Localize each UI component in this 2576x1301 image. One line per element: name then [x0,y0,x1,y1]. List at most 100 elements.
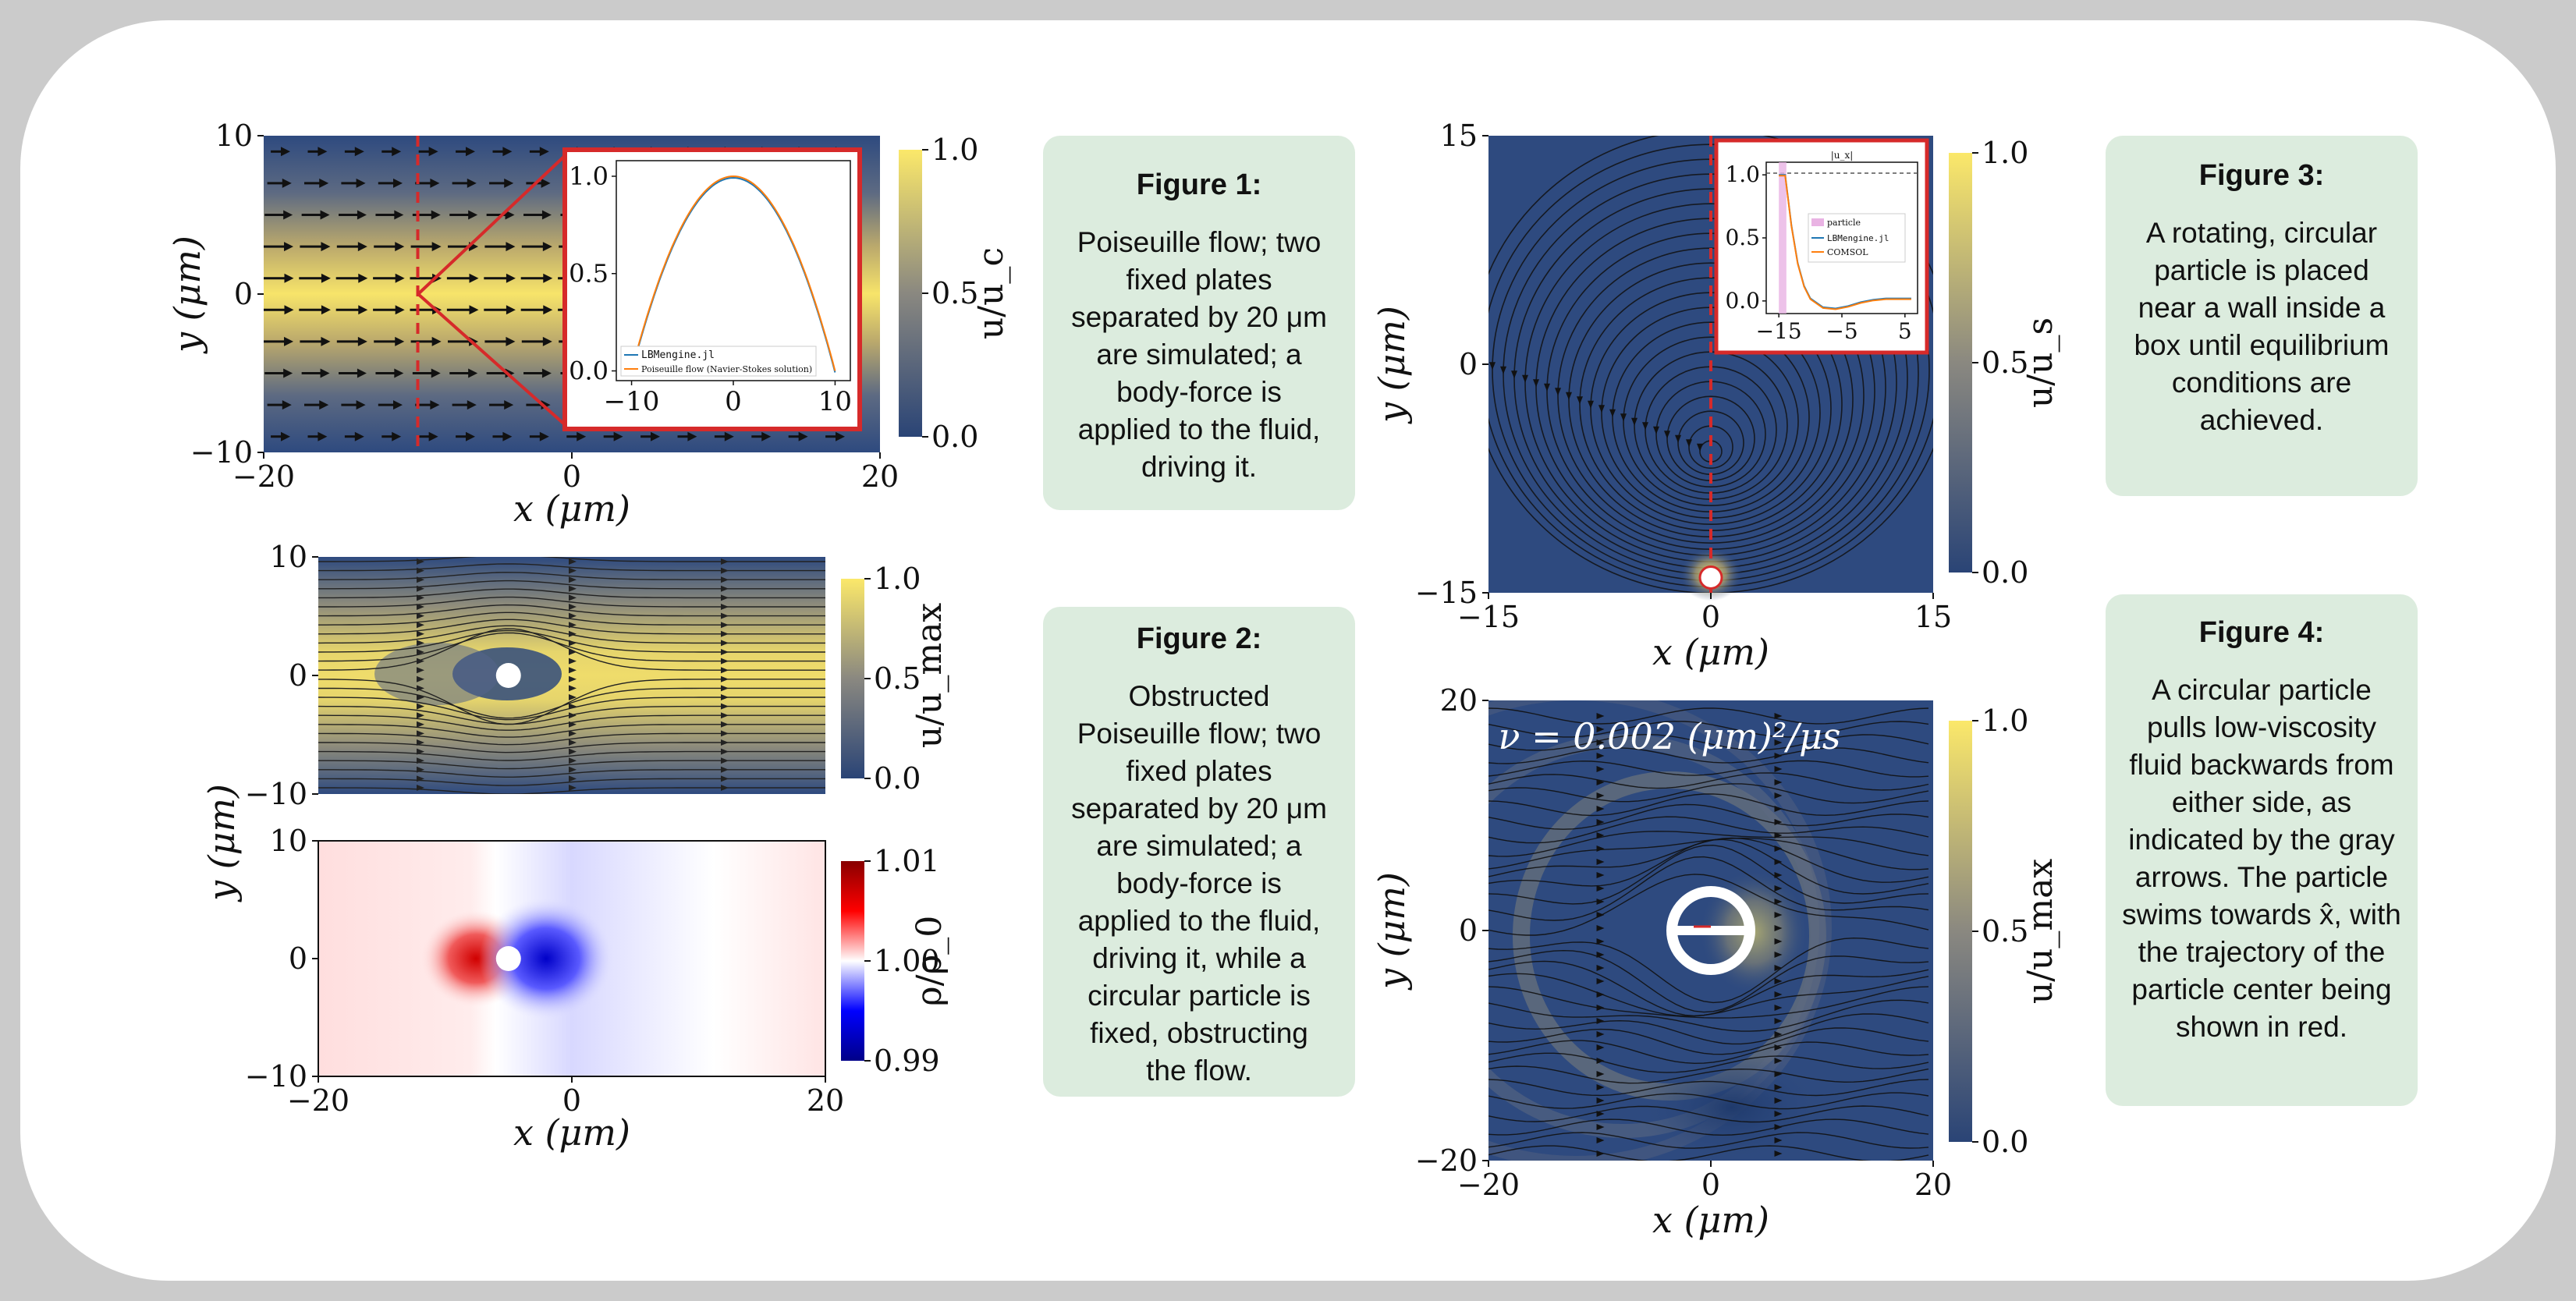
plot2-streamline-arrow [569,630,577,637]
plot1-arrow-head [392,431,402,441]
plot1-arrow-head [506,336,516,346]
plot2-streamline [318,604,825,617]
plot2-colorbar-ticks: 0.0 0.5 1.0 [864,562,921,796]
plot2-streamline-arrow [569,604,577,610]
plot1-arrow-head [542,242,552,252]
plot5-ylabel: y (μm) [1371,872,1413,991]
plot1-arrow-head [284,336,294,346]
figure-1-caption: Figure 1: Poiseuille flow; two fixed pla… [1043,136,1355,510]
plot1-xlabel: x (μm) [513,487,630,530]
obstructed-velocity-plot: −10 0 10 y (μm) 0.0 0.5 1.0 u/u_max [200,540,949,902]
plot4-streamline-arrow [1620,413,1627,422]
plot5-streamline-arrow [1774,1111,1783,1117]
plot5-streamline-arrow [1596,872,1605,878]
density-plot: −20 0 20 −10 0 10 x (μm) 0.99 1.00 1.01 ρ/ρ_0 [245,824,949,1154]
plot1-arrow-head [431,368,441,378]
plot1-ytick-label: −10 [190,435,253,470]
plot5-streamline [1488,1132,1929,1149]
plot1-arrow-head [284,305,294,315]
caption-body: Poiseuille flow; two fixed plates separa… [1071,226,1327,483]
plot3-xtick-label: 0 [562,1083,581,1118]
plot2-streamline-arrow [569,667,577,674]
plot2-cbtick-label: 0.5 [874,661,921,696]
plot1-arrow-head [358,273,368,283]
plot5-streamline [1488,1040,1929,1065]
plot2-streamline [318,679,825,725]
plot3-cbtick-label: 0.99 [874,1044,940,1078]
plot5-streamline-arrow [1596,925,1605,931]
plot5-cbtick-label: 1.0 [1982,704,2028,738]
plot5-streamline [1488,999,1929,1032]
plot4-xtick-label: 15 [1914,600,1952,634]
plot5-streamline-arrow [1596,806,1605,812]
plot5-colorbar [1949,721,1972,1142]
figure-2-caption: Figure 2: Obstructed Poiseuille flow; tw… [1043,607,1355,1097]
plot4-legend-item: LBMengine.jl [1827,233,1889,243]
plot3-xtick-label: 20 [807,1083,844,1118]
plot2-streamline-arrow [721,675,729,682]
plot1-arrow-head [466,147,476,157]
plot5-streamline-arrow [1596,965,1605,971]
plot5-streamline-arrow [1774,819,1783,825]
plot1-arrow-head [320,368,330,378]
caption-title: Figure 1: [1136,168,1262,201]
plot2-streamline-arrow [569,685,577,692]
plot4-streamline-arrow [1511,370,1517,379]
plot2-streamline-arrow [721,612,729,619]
plot3-colorbar-ticks: 0.99 1.00 1.01 [864,844,940,1078]
plot1-inset-connector [417,151,569,296]
plot5-streamline-arrow [1774,1137,1783,1143]
plot5-streamline-arrow [1596,1097,1605,1104]
plot3-particle [495,946,521,971]
plot2-streamline [318,625,825,644]
plot1-arrow-head [395,242,405,252]
plot2-streamline-arrow [569,694,577,700]
plot5-streamline [1488,937,1929,1004]
plot3-low-density [479,898,613,1019]
plot1-cbtick-label: 1.0 [931,133,978,167]
plot1-inset-ytick-label: 0.5 [569,259,609,289]
plot1-arrow-head [724,431,734,441]
plot5-streamline [1488,1145,1929,1161]
plot2-streamline-arrow [569,766,577,773]
plot2-streamline-arrow [417,775,424,782]
plot2-streamline-arrow [721,558,729,565]
plot1-inset-ytick-label: 1.0 [569,161,609,191]
plot2-streamlines [318,557,825,794]
plot2-streamline-arrow [569,675,577,682]
plot5-streamline-arrow [1596,792,1605,799]
plot4-streamline-arrow [1609,409,1616,417]
plot5-streamline-arrow [1774,1071,1783,1077]
plot5-streamline [1488,721,1929,738]
plot1-arrow-head [504,400,514,410]
plot1-arrow-head [395,336,405,346]
plot2-streamline-arrow [721,739,729,746]
plot5-streamline-arrow [1596,1071,1605,1077]
plot1-arrow-head [358,305,368,315]
figure-4-caption: Figure 4: A circular particle pulls low-… [2106,594,2418,1106]
plot2-streamline-arrow [417,622,424,629]
plot2-colorbar [841,579,864,778]
plot2-streamline-arrow [721,730,729,737]
plot1-ylabel: y (μm) [166,236,208,354]
plot1-arrow-head [319,400,329,410]
plot4-ylabel: y (μm) [1371,306,1413,424]
plot2-streamline-arrow [721,576,729,583]
plot5-streamline-arrow [1596,991,1605,998]
plot4-streamline-arrow [1522,374,1528,383]
plot2-streamline-arrow [721,604,729,610]
plot5-streamline-arrow [1774,726,1783,732]
plot5-streamline-arrow [1774,806,1783,812]
plot1-arrow-head [395,305,405,315]
plot5-streamline [1488,986,1929,1019]
plot1-arrow-head [392,147,402,157]
plot3-cbtick-label: 1.01 [874,844,940,878]
plot1-arrow-head [428,147,438,157]
plot5-streamline-arrow [1596,766,1605,772]
plot1-arrow-head [284,273,294,283]
plot4-colorbar-label: u/u_s [2021,317,2060,408]
plot5-streamline [1488,874,1929,936]
plot5-streamline-arrow [1774,912,1783,918]
plot1-arrow-head [543,273,553,283]
plot2-streamline-arrow [417,585,424,592]
